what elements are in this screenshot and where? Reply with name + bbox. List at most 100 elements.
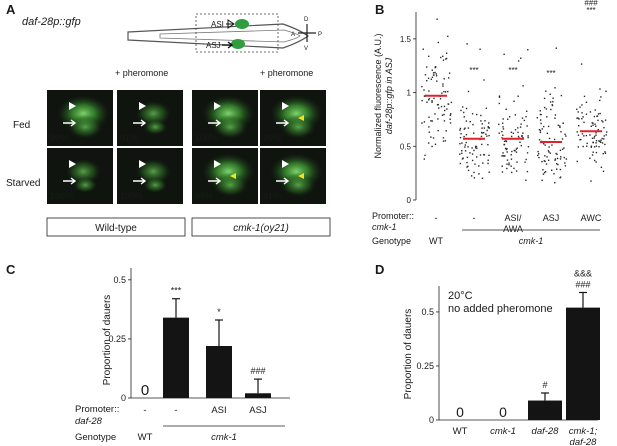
- panel-b-point: [559, 125, 561, 127]
- panel-b-point: [505, 148, 508, 151]
- panel-b-point: [481, 127, 483, 129]
- panel-b-point: [592, 122, 594, 124]
- panel-b-point: [564, 133, 566, 136]
- panel-b-tick-label: 0.5: [400, 142, 412, 151]
- panel-b-point: [552, 97, 554, 99]
- panel-b-point: [505, 108, 507, 110]
- panel-b-point: [506, 151, 508, 153]
- asi-arrowhead-icon: [282, 160, 289, 168]
- panel-b-significance: ***: [546, 69, 555, 78]
- panel-b-point: [434, 113, 436, 115]
- panel-b-point: [559, 126, 561, 129]
- label-box-wt: [46, 217, 186, 237]
- asj-arrow-icon: [63, 177, 77, 185]
- panel-b-point: [549, 152, 552, 154]
- panel-b-point: [520, 123, 522, 125]
- panel-b-point: [597, 128, 599, 131]
- panel-c-bars: [163, 298, 271, 398]
- panel-b-point: [502, 152, 504, 154]
- panel-b-point: [507, 118, 509, 120]
- panel-b-point: [484, 120, 486, 122]
- panel-b-point: [524, 161, 526, 163]
- gfp-signal-asj: [73, 176, 98, 193]
- asi-arrowhead-icon: [69, 160, 76, 168]
- row-label-starved: Starved: [6, 178, 40, 189]
- panel-b-point: [447, 77, 450, 79]
- panel-b-point: [539, 131, 542, 134]
- panel-b-point: [467, 169, 470, 172]
- panel-b-point: [537, 153, 540, 155]
- panel-b-point: [596, 115, 599, 117]
- panel-b-point: [480, 120, 482, 122]
- panel-b-point: [513, 149, 516, 152]
- panel-b-promoter-value: -: [435, 213, 438, 223]
- panel-b-point: [603, 126, 605, 129]
- panel-c-zero-label: 0: [141, 382, 149, 399]
- label-wild-type: Wild-type: [95, 223, 137, 234]
- panel-b-point: [527, 136, 529, 139]
- panel-b-point: [593, 159, 596, 162]
- panel-b-point: [595, 145, 598, 147]
- panel-b-point: [437, 41, 440, 44]
- panel-b-point: [466, 43, 468, 45]
- panel-b-point: [595, 139, 598, 142]
- compass-p: P: [318, 32, 322, 38]
- panel-b-point: [597, 119, 599, 122]
- panel-b-point: [602, 153, 604, 155]
- panel-b-point: [543, 160, 546, 162]
- percent-label: 91%: [120, 133, 138, 143]
- panel-b-point: [583, 121, 585, 124]
- micrograph-mut-starved-ph: 91%: [260, 148, 326, 204]
- panel-b-point: [431, 101, 433, 103]
- panel-b-point: [428, 98, 431, 100]
- panel-b-point: [430, 120, 432, 122]
- panel-a: A daf-28p::gfp ASI ASJ D V A P + pheromo…: [6, 2, 331, 237]
- asi-arrowhead-icon: [214, 102, 221, 110]
- panel-b-point: [595, 134, 597, 136]
- panel-b-tick-label: 0: [407, 196, 412, 205]
- panel-b-point: [512, 132, 515, 134]
- panel-d: D 20°C no added pheromone Proportion of …: [375, 262, 600, 446]
- panel-b-point: [525, 115, 527, 118]
- panel-b-point: [565, 158, 568, 160]
- asj-arrow-icon: [276, 119, 290, 127]
- panel-b-point: [551, 104, 554, 107]
- panel-b-point: [427, 77, 430, 80]
- panel-c: C Proportion of dauers 0 0.25 0.5 - *** - * AS…: [6, 262, 290, 443]
- panel-b-point: [461, 142, 463, 144]
- panel-c-ylabel: Proportion of dauers: [102, 295, 113, 386]
- panel-b-point: [434, 71, 436, 74]
- panel-b-point: [562, 122, 564, 124]
- panel-b-point: [547, 150, 550, 152]
- panel-b-point: [436, 18, 438, 20]
- panel-b-point: [449, 118, 451, 120]
- panel-b-promoter-value: ASI/: [504, 213, 522, 223]
- panel-b-point: [459, 136, 462, 139]
- panel-b-point: [593, 137, 595, 139]
- panel-b-point: [554, 159, 556, 161]
- panel-b-point: [461, 152, 463, 155]
- panel-b-point: [601, 137, 603, 140]
- panel-b-point: [422, 48, 424, 50]
- panel-b-point: [479, 154, 482, 156]
- panel-b-point: [464, 146, 466, 148]
- panel-b-point: [427, 142, 430, 144]
- panel-b-point: [502, 126, 504, 128]
- asj-arrow-icon: [208, 119, 222, 127]
- panel-b-point: [517, 135, 520, 138]
- panel-d-tick-label: 0.5: [421, 307, 434, 317]
- panel-b-point: [600, 139, 602, 141]
- panel-b-point: [554, 158, 557, 160]
- panel-b-point: [485, 133, 487, 135]
- panel-b-point: [556, 157, 559, 160]
- panel-b-point: [581, 133, 584, 135]
- panel-b-point: [564, 165, 567, 167]
- panel-b-point: [428, 55, 430, 58]
- panel-b-point: [478, 173, 480, 175]
- panel-b-point: [520, 57, 522, 59]
- panel-b-point: [424, 154, 426, 157]
- panel-b-point: [517, 127, 519, 129]
- panel-c-y-axis: 0 0.25 0.5: [108, 268, 290, 403]
- panel-b-point: [465, 133, 468, 136]
- panel-c-promoter-value: -: [143, 405, 146, 416]
